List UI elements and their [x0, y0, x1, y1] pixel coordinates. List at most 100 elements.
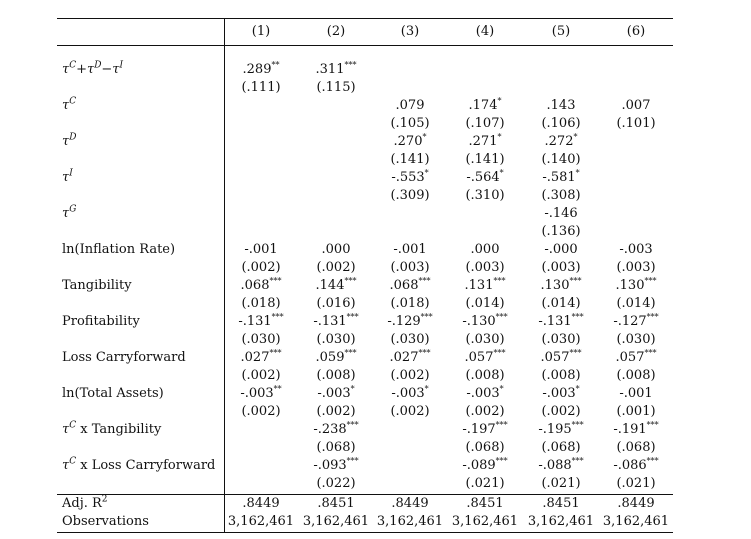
value-adj_r2: .8451: [542, 496, 580, 511]
se-profitability: (.030): [390, 332, 430, 347]
row-label-inflation: ln(Inflation Rate): [62, 242, 176, 257]
column-header: (1): [251, 24, 271, 39]
se-tau_d: (.141): [465, 152, 505, 167]
row-label-total_assets: ln(Total Assets): [62, 386, 164, 401]
coef-inflation: -.001: [393, 242, 427, 257]
coef-tauc_tang: -.197***: [462, 420, 508, 437]
top-rule: [57, 18, 673, 19]
se-tau_i: (.310): [465, 188, 505, 203]
se-tangibility: (.014): [616, 296, 656, 311]
se-profitability: (.030): [541, 332, 581, 347]
se-tau_combo: (.115): [316, 80, 356, 95]
coef-profitability: -.127***: [613, 312, 659, 329]
coef-loss_cf: .057***: [615, 348, 657, 365]
value-adj_r2: .8451: [317, 496, 355, 511]
label-part: C: [69, 96, 77, 107]
coef-tau_c: .079: [395, 98, 425, 113]
se-tauc_tang: (.068): [316, 440, 356, 455]
label-part: G: [69, 204, 77, 215]
se-total_assets: (.001): [616, 404, 656, 419]
row-label-adj_r2: Adj. R2: [62, 495, 108, 512]
coef-total_assets: -.003*: [542, 384, 580, 401]
coef-inflation: -.003: [619, 242, 653, 257]
coef-tangibility: .144***: [315, 276, 357, 293]
coef-tauc_loss: -.086***: [613, 456, 659, 473]
label-part: C: [69, 60, 77, 71]
coef-tauc_loss: -.093***: [313, 456, 359, 473]
column-header: (5): [551, 24, 571, 39]
label-part: Adj. R: [62, 496, 102, 511]
label-part: τ: [62, 98, 70, 113]
coef-tau_d: .270*: [393, 132, 427, 149]
coef-inflation: .000: [321, 242, 351, 257]
se-tau_d: (.140): [541, 152, 581, 167]
coef-tauc_tang: -.238***: [313, 420, 359, 437]
coef-tau_d: .272*: [544, 132, 578, 149]
se-inflation: (.003): [465, 260, 505, 275]
label-part: D: [94, 60, 102, 71]
coef-loss_cf: .057***: [464, 348, 506, 365]
bottom-rule: [57, 532, 673, 533]
coef-tau_c: .007: [621, 98, 651, 113]
coef-tau_combo: .311***: [315, 60, 357, 77]
se-loss_cf: (.008): [316, 368, 356, 383]
coef-loss_cf: .057***: [540, 348, 582, 365]
coef-total_assets: -.003*: [466, 384, 504, 401]
coef-total_assets: -.003**: [240, 384, 282, 401]
se-tau_i: (.308): [541, 188, 581, 203]
se-tauc_tang: (.068): [541, 440, 581, 455]
label-part: +τ: [76, 62, 95, 77]
column-header: (2): [326, 24, 346, 39]
se-loss_cf: (.008): [465, 368, 505, 383]
se-loss_cf: (.008): [616, 368, 656, 383]
coef-tauc_tang: -.191***: [613, 420, 659, 437]
se-loss_cf: (.002): [390, 368, 430, 383]
row-label-loss_cf: Loss Carryforward: [62, 350, 186, 365]
coef-tauc_loss: -.089***: [462, 456, 508, 473]
se-inflation: (.002): [241, 260, 281, 275]
se-total_assets: (.002): [390, 404, 430, 419]
row-label-tau_combo: τC+τD−τI: [62, 60, 124, 78]
value-adj_r2: .8449: [617, 496, 655, 511]
coef-tau_i: -.553*: [391, 168, 429, 185]
se-tau_c: (.101): [616, 116, 656, 131]
coef-tauc_tang: -.195***: [538, 420, 584, 437]
se-tauc_loss: (.021): [465, 476, 505, 491]
label-part: τ: [62, 458, 70, 473]
row-label-tau_c: τC: [62, 96, 77, 114]
se-tau_i: (.309): [390, 188, 430, 203]
value-adj_r2: .8451: [466, 496, 504, 511]
label-part: I: [69, 168, 73, 179]
value-adj_r2: .8449: [242, 496, 280, 511]
se-total_assets: (.002): [541, 404, 581, 419]
coef-tau_d: .271*: [468, 132, 502, 149]
label-part: I: [119, 60, 124, 71]
coef-tangibility: .068***: [389, 276, 431, 293]
coef-profitability: -.131***: [538, 312, 584, 329]
se-profitability: (.030): [465, 332, 505, 347]
coef-tau_c: .174*: [468, 96, 502, 113]
label-part: C: [69, 456, 77, 467]
coef-tau_i: -.581*: [542, 168, 580, 185]
label-part: τ: [62, 134, 70, 149]
coef-profitability: -.131***: [238, 312, 284, 329]
se-inflation: (.003): [390, 260, 430, 275]
coef-total_assets: -.003*: [391, 384, 429, 401]
se-tau_c: (.105): [390, 116, 430, 131]
column-header: (3): [400, 24, 420, 39]
label-part: τ: [62, 62, 70, 77]
se-tauc_loss: (.021): [616, 476, 656, 491]
se-tau_d: (.141): [390, 152, 430, 167]
se-total_assets: (.002): [316, 404, 356, 419]
se-tauc_loss: (.022): [316, 476, 356, 491]
coef-tangibility: .068***: [240, 276, 282, 293]
value-obs: 3,162,461: [302, 514, 370, 529]
se-tau_g: (.136): [541, 224, 581, 239]
coef-tau_i: -.564*: [466, 168, 504, 185]
coef-tangibility: .130***: [615, 276, 657, 293]
coef-inflation: -.001: [244, 242, 278, 257]
value-obs: 3,162,461: [602, 514, 670, 529]
value-obs: 3,162,461: [227, 514, 295, 529]
se-tau_combo: (.111): [241, 80, 281, 95]
